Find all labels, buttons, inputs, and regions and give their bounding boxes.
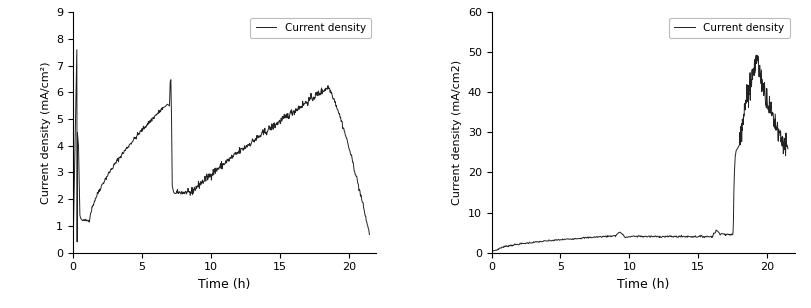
Current density bbox=[72, 48, 82, 51]
Current density bbox=[112, 158, 122, 161]
Current density bbox=[508, 244, 517, 248]
Current density bbox=[68, 251, 78, 254]
X-axis label: Time (h): Time (h) bbox=[617, 278, 669, 291]
Current density bbox=[754, 67, 764, 71]
Current density bbox=[364, 233, 374, 237]
Current density bbox=[154, 108, 164, 112]
Current density bbox=[230, 152, 239, 156]
Current density bbox=[783, 147, 793, 151]
Current density bbox=[139, 126, 149, 130]
Y-axis label: Current density (mA/cm²): Current density (mA/cm²) bbox=[41, 61, 50, 204]
Current density bbox=[728, 219, 738, 222]
Current density bbox=[682, 235, 692, 238]
Current density bbox=[487, 249, 496, 253]
Legend: Current density: Current density bbox=[251, 18, 371, 38]
Current density bbox=[751, 53, 761, 57]
X-axis label: Time (h): Time (h) bbox=[199, 278, 251, 291]
Line: Current density: Current density bbox=[73, 50, 369, 253]
Current density bbox=[487, 249, 497, 253]
Y-axis label: Current density (mA/cm2): Current density (mA/cm2) bbox=[452, 60, 462, 205]
Current density bbox=[92, 194, 101, 198]
Legend: Current density: Current density bbox=[669, 18, 790, 38]
Current density bbox=[128, 139, 138, 142]
Current density bbox=[573, 237, 583, 240]
Line: Current density: Current density bbox=[491, 55, 788, 251]
Current density bbox=[692, 235, 702, 239]
